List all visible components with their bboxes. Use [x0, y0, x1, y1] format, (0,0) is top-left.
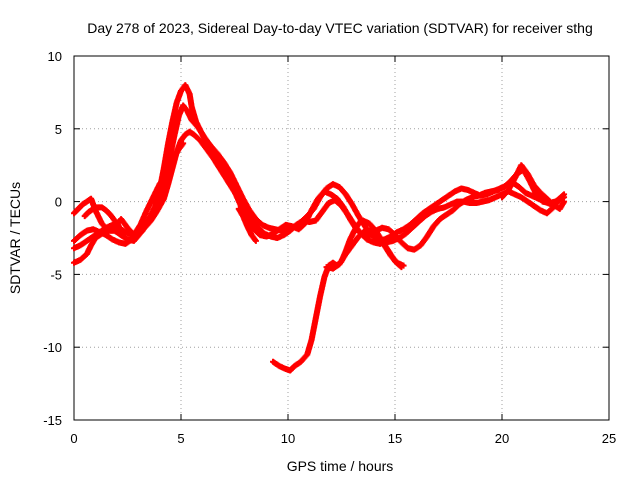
- data-points: [71, 82, 568, 374]
- data-point: [561, 198, 568, 205]
- grid-lines: [74, 56, 609, 420]
- chart-title: Day 278 of 2023, Sidereal Day-to-day VTE…: [87, 20, 593, 36]
- plot-frame: [73, 55, 610, 421]
- data-point: [561, 191, 568, 198]
- y-axis-title: SDTVAR / TECUs: [7, 182, 23, 294]
- x-tick-label: 15: [388, 431, 402, 446]
- series-track-f: [270, 217, 405, 374]
- x-axis-title: GPS time / hours: [287, 458, 394, 474]
- x-tick-label: 5: [177, 431, 184, 446]
- series-track-i: [499, 162, 568, 212]
- axis-ticks: 0 5 10 15 20 25 -15 -10 -5 0 5 10: [43, 49, 616, 446]
- y-tick-label: -5: [50, 267, 62, 282]
- x-tick-label: 20: [495, 431, 509, 446]
- x-tick-label: 25: [602, 431, 616, 446]
- data-point: [400, 262, 407, 269]
- y-tick-label: 0: [55, 195, 62, 210]
- x-tick-label: 0: [70, 431, 77, 446]
- series-track-h: [235, 205, 259, 244]
- series-track-e: [81, 204, 122, 230]
- series-track-d: [71, 140, 187, 239]
- series-track-g: [323, 227, 407, 272]
- series-track-c: [71, 128, 563, 247]
- series-track-a: [71, 82, 568, 266]
- y-tick-label: 5: [55, 122, 62, 137]
- y-tick-label: -15: [43, 413, 62, 428]
- x-tick-label: 10: [281, 431, 295, 446]
- data-point: [556, 195, 563, 202]
- y-tick-label: -10: [43, 340, 62, 355]
- y-tick-label: 10: [48, 49, 62, 64]
- data-point: [252, 237, 259, 244]
- data-point: [180, 140, 187, 147]
- data-point: [115, 223, 122, 230]
